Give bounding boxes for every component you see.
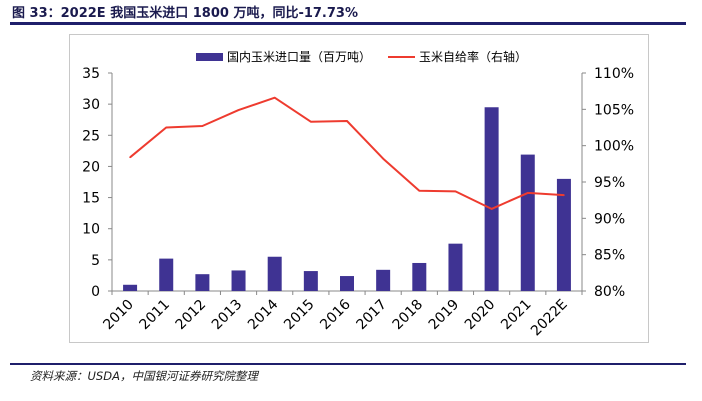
left-tick-label: 10 (82, 222, 100, 238)
bar-2021 (520, 154, 535, 291)
bar-2013 (231, 270, 246, 291)
x-tick-label: 2022E (528, 297, 571, 340)
legend-item-imports: 国内玉米进口量（百万吨） (196, 48, 371, 65)
x-tick-label: 2017 (353, 297, 390, 334)
line-point-2017 (382, 157, 384, 160)
x-tick-label: 2019 (426, 297, 463, 334)
legend-line-swatch (388, 55, 415, 58)
bar-2010 (123, 284, 138, 291)
x-tick-label: 2013 (209, 297, 246, 334)
source-note: 资料来源：USDA，中国银河证券研究院整理 (30, 369, 258, 383)
line-point-2018 (418, 189, 421, 192)
legend-bar-swatch (196, 52, 223, 61)
line-point-2020 (490, 208, 493, 210)
figure-title: 图 33：2022E 我国玉米进口 1800 万吨，同比-17.73% (12, 6, 358, 21)
bar-2018 (412, 262, 427, 291)
x-tick-label: 2015 (281, 297, 318, 334)
x-tick-label: 2020 (462, 297, 499, 334)
right-tick-label: 80% (594, 284, 625, 300)
left-tick-label: 30 (82, 97, 100, 113)
line-point-2012 (201, 125, 204, 127)
line-point-2019 (454, 190, 457, 193)
x-tick-label: 2014 (245, 296, 282, 333)
chart-legend: 国内玉米进口量（百万吨） 玉米自给率（右轴） (0, 48, 702, 66)
bar-2012 (195, 274, 210, 291)
line-point-2013 (237, 109, 240, 111)
bar-2019 (448, 243, 463, 291)
right-tick-label: 85% (594, 248, 625, 264)
left-tick-label: 35 (82, 66, 100, 82)
bar-2011 (159, 258, 174, 291)
x-tick-label: 2018 (390, 297, 427, 334)
line-point-2010 (129, 156, 131, 159)
legend-label-selfsufficiency: 玉米自给率（右轴） (419, 50, 528, 64)
bottom-rule (10, 363, 686, 365)
top-rule (10, 22, 686, 25)
bar-2015 (303, 271, 318, 291)
x-tick-label: 2016 (317, 296, 354, 333)
left-tick-label: 20 (82, 159, 100, 175)
right-tick-label: 95% (594, 175, 625, 191)
right-tick-label: 90% (594, 211, 625, 227)
bar-2022E (556, 178, 571, 291)
self-sufficiency-line (129, 96, 564, 210)
line-point-2016 (346, 120, 348, 122)
right-tick-label: 110% (594, 66, 634, 82)
legend-label-imports: 国内玉米进口量（百万吨） (227, 50, 372, 64)
line-point-2011 (165, 126, 168, 129)
left-tick-label: 25 (82, 128, 100, 144)
right-tick-label: 105% (594, 102, 634, 118)
bar-2016 (340, 276, 354, 291)
left-tick-label: 5 (91, 253, 100, 269)
legend-item-selfsufficiency: 玉米自给率（右轴） (388, 48, 527, 65)
bar-2014 (267, 256, 282, 291)
left-tick-label: 15 (82, 191, 100, 207)
line-point-2022E (563, 194, 565, 196)
left-tick-label: 0 (91, 284, 100, 300)
right-tick-label: 100% (594, 139, 634, 155)
line-point-2021 (526, 192, 529, 194)
x-tick-label: 2012 (173, 297, 210, 334)
line-point-2015 (310, 120, 312, 123)
bar-2017 (376, 269, 391, 291)
x-tick-label: 2011 (137, 297, 174, 334)
line-point-2014 (273, 96, 276, 99)
x-tick-label: 2010 (100, 297, 137, 334)
bar-2020 (484, 107, 499, 291)
